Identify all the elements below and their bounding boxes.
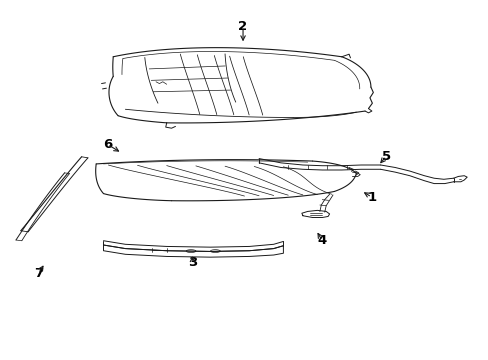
Text: 4: 4 — [317, 234, 326, 247]
Text: 3: 3 — [187, 256, 197, 269]
Text: 2: 2 — [238, 20, 247, 33]
Text: 1: 1 — [366, 191, 376, 204]
Text: 5: 5 — [381, 149, 390, 163]
Text: 6: 6 — [102, 138, 112, 151]
Text: 7: 7 — [34, 267, 43, 280]
